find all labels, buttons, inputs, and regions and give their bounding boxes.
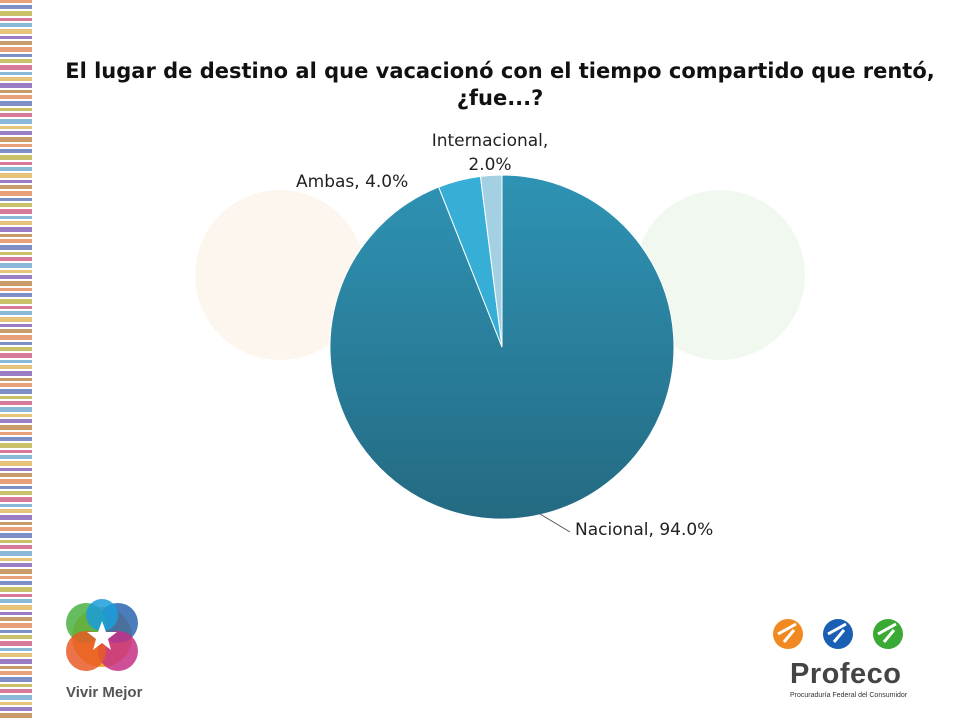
data-label-internacional: Internacional, 2.0% xyxy=(432,131,549,175)
profeco-text: Profeco xyxy=(790,658,902,690)
pie-slice-internacional xyxy=(479,174,503,348)
data-label-nacional: Nacional, 94.0% xyxy=(575,520,713,540)
data-label-ambas: Ambas, 4.0% xyxy=(296,172,408,192)
profeco-logo xyxy=(773,619,903,649)
pie-slice-nacional xyxy=(329,174,675,520)
decorative-stripes xyxy=(0,0,32,720)
vivir-mejor-text: Vivir Mejor xyxy=(66,684,143,701)
profeco-subtext: Procuraduría Federal del Consumidor xyxy=(790,692,908,699)
chart-title: El lugar de destino al que vacacionó con… xyxy=(65,59,935,110)
vivir-mejor-logo xyxy=(66,599,138,671)
label-leader-line xyxy=(539,513,571,533)
